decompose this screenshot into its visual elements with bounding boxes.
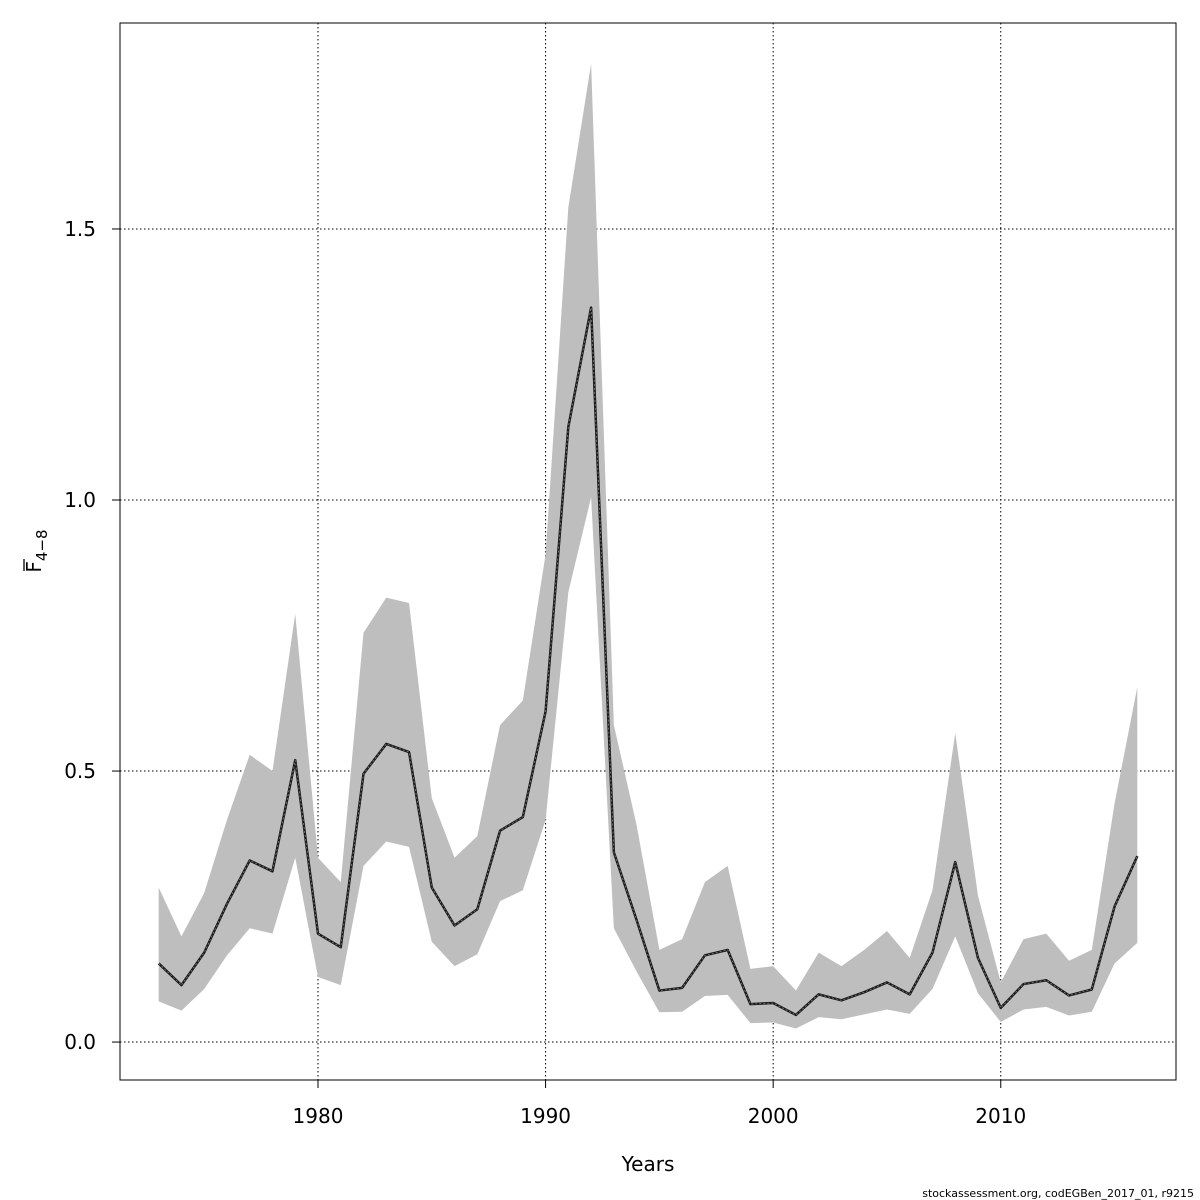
x-tick-label: 2000 bbox=[748, 1104, 799, 1128]
y-axis-title-main: F bbox=[22, 561, 46, 573]
plot-frame bbox=[119, 22, 1177, 1081]
x-tick-label: 1990 bbox=[520, 1104, 571, 1128]
y-tick-label: 0.0 bbox=[64, 1030, 96, 1054]
y-axis: 0.0 0.5 1.0 1.5 bbox=[64, 217, 120, 1054]
svg-text:F4−8: F4−8 bbox=[22, 529, 51, 572]
x-axis: 1980 1990 2000 2010 bbox=[293, 1080, 1026, 1128]
y-tick-label: 1.0 bbox=[64, 488, 96, 512]
credit-text: stockassessment.org, codEGBen_2017_01, r… bbox=[922, 1187, 1194, 1200]
f-series-line bbox=[157, 306, 1139, 1017]
confidence-band-area bbox=[158, 63, 1138, 1029]
x-axis-title: Years bbox=[621, 1152, 675, 1176]
f-estimate-line-dots bbox=[158, 307, 1138, 1016]
y-axis-title-subscript: 4−8 bbox=[33, 529, 51, 561]
y-tick-label: 0.5 bbox=[64, 759, 96, 783]
confidence-band bbox=[158, 63, 1138, 1029]
x-tick-label: 1980 bbox=[293, 1104, 344, 1128]
y-tick-label: 1.5 bbox=[64, 217, 96, 241]
x-tick-label: 2010 bbox=[975, 1104, 1026, 1128]
y-axis-title: F4−8 bbox=[22, 529, 51, 572]
